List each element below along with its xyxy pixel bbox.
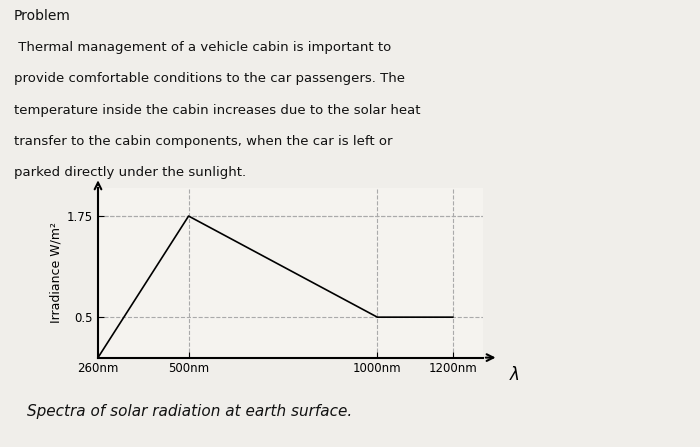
Text: Thermal management of a vehicle cabin is important to: Thermal management of a vehicle cabin is… [14, 41, 391, 54]
Text: Spectra of solar radiation at earth surface.: Spectra of solar radiation at earth surf… [27, 404, 353, 419]
Y-axis label: Irradiance W/m²: Irradiance W/m² [50, 222, 63, 323]
Text: Problem: Problem [14, 9, 71, 23]
Text: λ: λ [510, 366, 520, 384]
Text: temperature inside the cabin increases due to the solar heat: temperature inside the cabin increases d… [14, 104, 421, 117]
Text: parked directly under the sunlight.: parked directly under the sunlight. [14, 166, 246, 179]
Text: transfer to the cabin components, when the car is left or: transfer to the cabin components, when t… [14, 135, 393, 148]
Text: provide comfortable conditions to the car passengers. The: provide comfortable conditions to the ca… [14, 72, 405, 85]
